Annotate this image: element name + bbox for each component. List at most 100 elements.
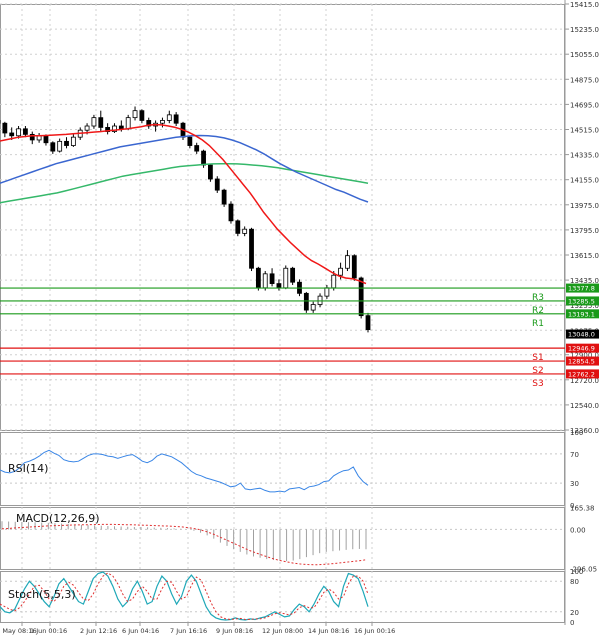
candle-body [98, 117, 104, 128]
price-y-tick-label: 14515.0 [570, 126, 599, 134]
candle-body [64, 140, 69, 146]
rsi-y-tick-label: 100 [570, 429, 583, 437]
rsi-panel-frame [0, 432, 565, 506]
candle-body [331, 274, 337, 289]
level-price-tag-r2 [566, 296, 599, 306]
price-y-tick-label: 14155.0 [570, 177, 599, 185]
candle-body [269, 273, 275, 284]
candle-body [228, 203, 234, 222]
candle-body [166, 114, 172, 121]
level-price-value: 12762.2 [568, 370, 595, 378]
macd-y-tick-label: 0.00 [570, 526, 586, 534]
candle-body [43, 135, 49, 144]
price-y-tick-label: 14335.0 [570, 152, 599, 160]
stoch-y-tick-label: 20 [570, 609, 579, 617]
candle-body [262, 273, 268, 289]
level-price-tag-r1 [566, 309, 599, 319]
candle-body [201, 150, 206, 166]
candle-body [358, 277, 364, 317]
price-y-tick-label: 12360.0 [570, 427, 599, 435]
x-axis-tick-label: 2 Jun 12:16 [80, 627, 117, 635]
x-axis-tick-label: 9 Jun 08:16 [216, 627, 253, 635]
candle-body [23, 128, 28, 135]
current-price-value: 13048.0 [568, 331, 595, 339]
candle-body [70, 136, 76, 146]
candle-body [112, 125, 117, 132]
candle-body [324, 287, 330, 297]
candle-body [139, 110, 145, 121]
x-axis-tick-label: 6 Jun 04:16 [122, 627, 159, 635]
candle-body [345, 255, 350, 269]
level-label-r3: R3 [532, 293, 544, 303]
price-y-tick-label: 13255.0 [570, 302, 599, 310]
candle-body [249, 228, 254, 269]
price-y-tick-label: 13975.0 [570, 202, 599, 210]
price-y-tick-label: 15235.0 [570, 26, 599, 34]
x-axis-tick-label: 12 Jun 08:00 [262, 627, 303, 635]
price-y-tick-label: 13615.0 [570, 252, 599, 260]
candle-body [146, 120, 152, 127]
price-panel-frame [0, 4, 565, 431]
level-label-s1: S1 [532, 353, 543, 363]
candle-body [9, 132, 15, 137]
price-y-tick-label: 12540.0 [570, 402, 599, 410]
macd-y-tick-label: 165.38 [570, 505, 595, 513]
level-price-value: 12854.5 [568, 358, 595, 366]
current-price-tag [566, 329, 599, 339]
candle-body [57, 140, 63, 152]
candle-body [214, 178, 220, 191]
candle-body [125, 117, 131, 130]
x-axis-tick-label: 7 Jun 16:16 [170, 627, 207, 635]
macd-y-tick-label: -296.05 [570, 565, 597, 573]
stoch-main-line [0, 571, 369, 621]
x-axis-tick-label: 1 Jun 00:16 [30, 627, 67, 635]
stoch-signal-line [0, 572, 369, 621]
candle-body [105, 127, 111, 132]
ma-mid-line [0, 134, 369, 203]
candle-body [84, 125, 90, 131]
candle-body [290, 267, 296, 283]
candle-body [303, 292, 309, 311]
candle-body [208, 164, 213, 180]
price-y-tick-label: 15055.0 [570, 51, 599, 59]
level-price-value: 13377.8 [568, 285, 595, 293]
candle-body [160, 120, 165, 124]
price-y-tick-label: 12720.0 [570, 377, 599, 385]
candle-body [50, 142, 56, 152]
price-y-tick-label: 14695.0 [570, 101, 599, 109]
macd-signal-line [1, 523, 367, 566]
candle-body [276, 283, 282, 289]
price-y-tick-label: 14875.0 [570, 76, 599, 84]
rsi-line [0, 449, 369, 493]
level-price-tag-s3 [566, 369, 599, 379]
ma-slow-line [0, 162, 369, 204]
candle-body [173, 114, 179, 124]
macd-title: MACD(12,26,9) [16, 512, 100, 525]
candle-body [16, 128, 21, 137]
rsi-y-tick-label: 0 [570, 502, 574, 510]
candle-body [242, 228, 248, 234]
candle-body [194, 145, 200, 152]
stoch-panel-frame [0, 571, 565, 623]
candle-body [2, 122, 8, 134]
stoch-y-tick-label: 100 [570, 568, 583, 576]
candle-body [283, 267, 289, 289]
rsi-title: RSI(14) [8, 462, 48, 475]
price-y-tick-label: 13795.0 [570, 227, 599, 235]
level-label-s3: S3 [532, 379, 543, 389]
candle-body [118, 125, 124, 130]
level-price-value: 12946.9 [568, 345, 595, 353]
rsi-y-tick-label: 70 [570, 451, 579, 459]
candle-body [187, 136, 193, 146]
stoch-title: Stoch(5,5,3) [8, 588, 76, 601]
candle-body [317, 295, 323, 305]
candle-body [255, 267, 261, 289]
candle-body [351, 255, 357, 279]
price-y-tick-label: 15415.0 [570, 1, 599, 9]
level-label-r1: R1 [532, 319, 544, 329]
candle-body [338, 267, 343, 276]
candle-body [365, 315, 371, 331]
candle-body [29, 133, 35, 141]
stoch-y-tick-label: 0 [570, 619, 574, 627]
